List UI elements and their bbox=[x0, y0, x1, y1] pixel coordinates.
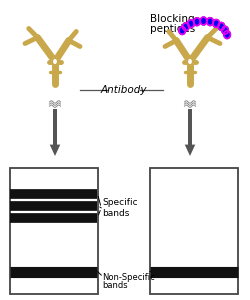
Polygon shape bbox=[185, 145, 195, 156]
Bar bbox=[150, 168, 238, 294]
Text: bands: bands bbox=[102, 208, 130, 217]
Text: bands: bands bbox=[102, 280, 128, 290]
Circle shape bbox=[187, 58, 193, 65]
Circle shape bbox=[182, 23, 189, 31]
Text: peptides: peptides bbox=[150, 24, 195, 34]
Text: Blocking: Blocking bbox=[150, 14, 194, 23]
Bar bbox=[53, 109, 57, 145]
Circle shape bbox=[222, 26, 228, 34]
Circle shape bbox=[52, 58, 58, 65]
Circle shape bbox=[194, 18, 200, 26]
Circle shape bbox=[188, 20, 194, 28]
Circle shape bbox=[207, 18, 213, 26]
Bar bbox=[10, 168, 98, 294]
Text: Non-Specific: Non-Specific bbox=[102, 273, 155, 282]
Polygon shape bbox=[50, 145, 60, 156]
Circle shape bbox=[200, 17, 207, 25]
Circle shape bbox=[179, 27, 186, 34]
Bar bbox=[188, 109, 192, 145]
Text: Antibody: Antibody bbox=[100, 85, 147, 95]
Circle shape bbox=[213, 20, 220, 27]
Circle shape bbox=[224, 31, 230, 38]
Text: Specific: Specific bbox=[102, 198, 138, 207]
Circle shape bbox=[218, 22, 224, 30]
